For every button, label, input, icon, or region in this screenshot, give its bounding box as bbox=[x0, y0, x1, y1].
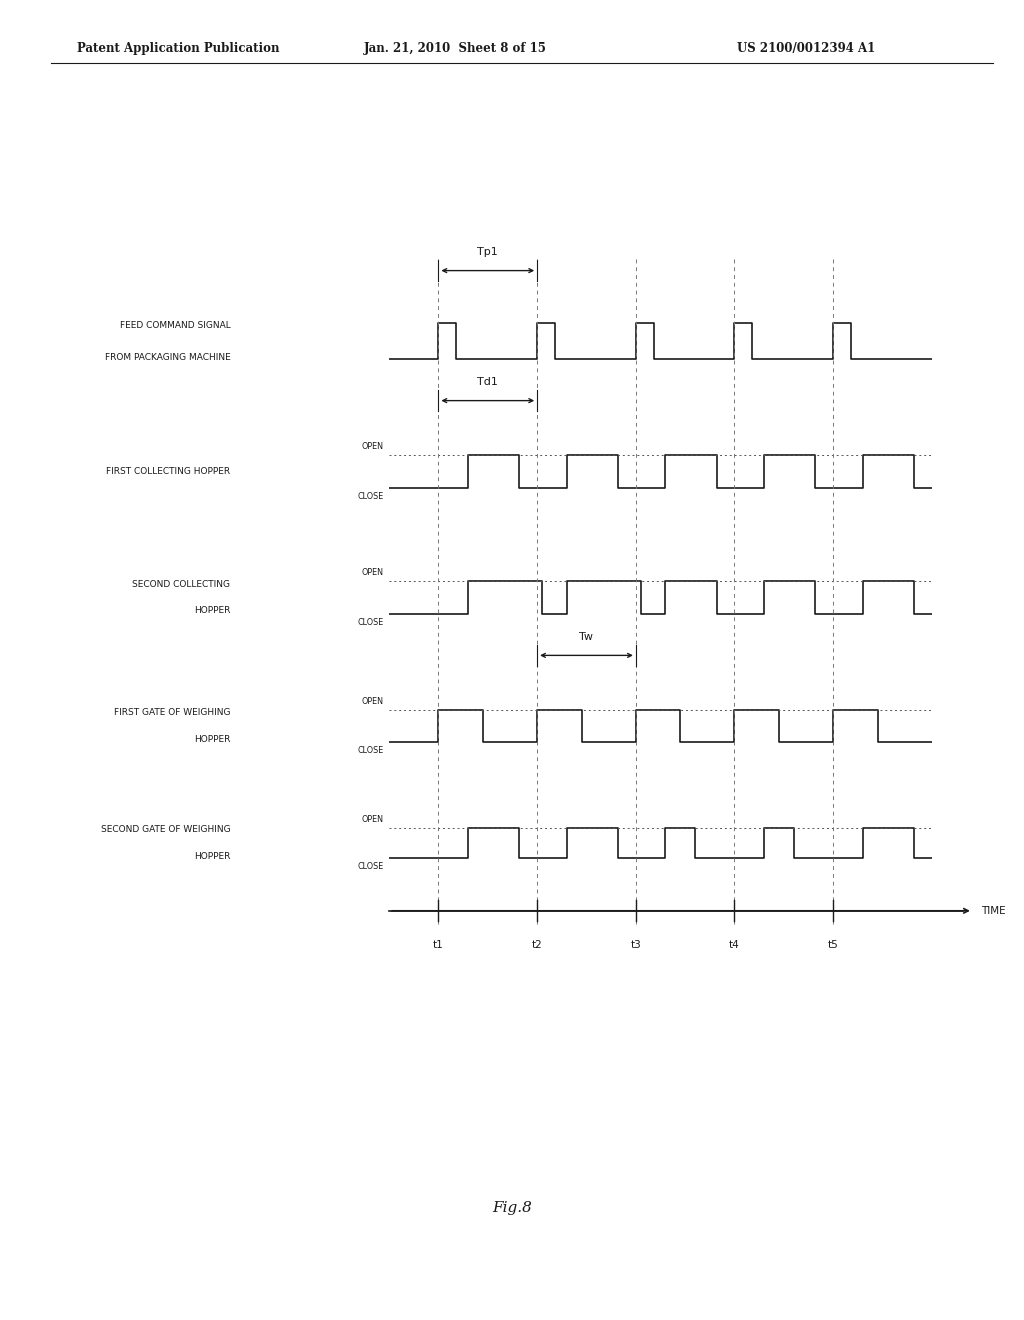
Text: US 2100/0012394 A1: US 2100/0012394 A1 bbox=[737, 42, 876, 55]
Text: CLOSE: CLOSE bbox=[357, 862, 384, 871]
Text: OPEN: OPEN bbox=[362, 568, 384, 577]
Text: Fig.8: Fig.8 bbox=[493, 1201, 531, 1214]
Text: Jan. 21, 2010  Sheet 8 of 15: Jan. 21, 2010 Sheet 8 of 15 bbox=[364, 42, 547, 55]
Text: CLOSE: CLOSE bbox=[357, 492, 384, 502]
Text: HOPPER: HOPPER bbox=[194, 735, 230, 743]
Text: SECOND GATE OF WEIGHING: SECOND GATE OF WEIGHING bbox=[100, 825, 230, 834]
Text: t1: t1 bbox=[433, 940, 443, 950]
Text: SECOND COLLECTING: SECOND COLLECTING bbox=[132, 579, 230, 589]
Text: Patent Application Publication: Patent Application Publication bbox=[77, 42, 280, 55]
Text: OPEN: OPEN bbox=[362, 697, 384, 706]
Text: t2: t2 bbox=[531, 940, 543, 950]
Text: Tp1: Tp1 bbox=[477, 247, 498, 257]
Text: FEED COMMAND SIGNAL: FEED COMMAND SIGNAL bbox=[120, 321, 230, 330]
Text: t3: t3 bbox=[631, 940, 641, 950]
Text: CLOSE: CLOSE bbox=[357, 618, 384, 627]
Text: CLOSE: CLOSE bbox=[357, 746, 384, 755]
Text: TIME: TIME bbox=[981, 906, 1006, 916]
Text: HOPPER: HOPPER bbox=[194, 606, 230, 615]
Text: FIRST GATE OF WEIGHING: FIRST GATE OF WEIGHING bbox=[114, 709, 230, 717]
Text: t5: t5 bbox=[827, 940, 839, 950]
Text: t4: t4 bbox=[729, 940, 740, 950]
Text: Td1: Td1 bbox=[477, 378, 499, 388]
Text: FIRST COLLECTING HOPPER: FIRST COLLECTING HOPPER bbox=[106, 467, 230, 477]
Text: Tw: Tw bbox=[580, 632, 594, 642]
Text: OPEN: OPEN bbox=[362, 442, 384, 451]
Text: FROM PACKAGING MACHINE: FROM PACKAGING MACHINE bbox=[104, 352, 230, 362]
Text: OPEN: OPEN bbox=[362, 814, 384, 824]
Text: HOPPER: HOPPER bbox=[194, 851, 230, 861]
